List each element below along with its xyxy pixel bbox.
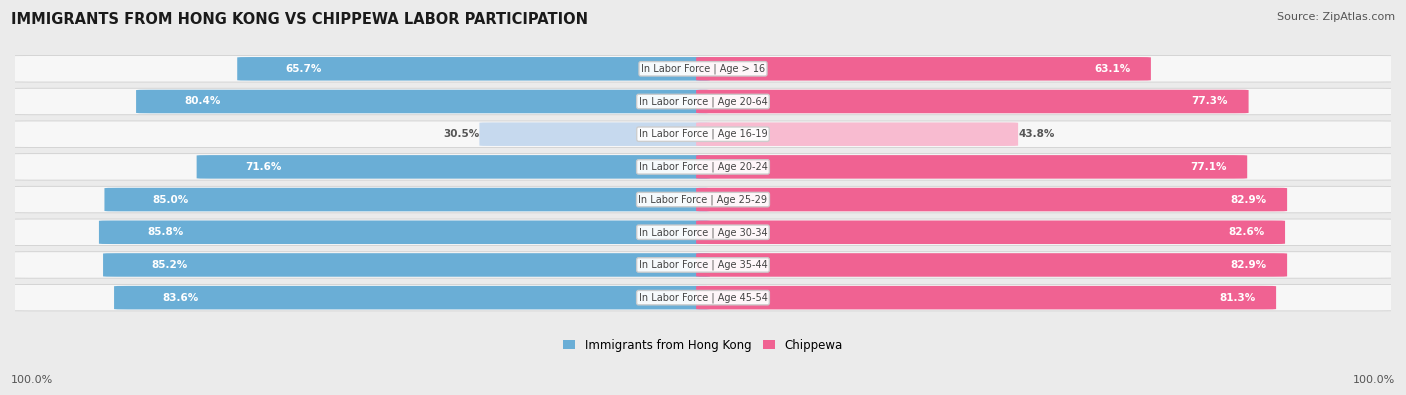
Text: 77.3%: 77.3% bbox=[1191, 96, 1227, 107]
FancyBboxPatch shape bbox=[98, 220, 710, 244]
FancyBboxPatch shape bbox=[696, 253, 1286, 277]
FancyBboxPatch shape bbox=[8, 252, 1398, 278]
FancyBboxPatch shape bbox=[104, 188, 710, 211]
Text: 100.0%: 100.0% bbox=[1353, 375, 1395, 385]
Text: In Labor Force | Age 45-54: In Labor Force | Age 45-54 bbox=[638, 292, 768, 303]
FancyBboxPatch shape bbox=[696, 122, 1018, 146]
Text: 82.9%: 82.9% bbox=[1230, 195, 1267, 205]
Text: 85.2%: 85.2% bbox=[152, 260, 187, 270]
FancyBboxPatch shape bbox=[114, 286, 710, 309]
Text: 65.7%: 65.7% bbox=[285, 64, 322, 74]
FancyBboxPatch shape bbox=[696, 188, 1286, 211]
Text: In Labor Force | Age 25-29: In Labor Force | Age 25-29 bbox=[638, 194, 768, 205]
Text: 82.6%: 82.6% bbox=[1229, 227, 1264, 237]
Text: In Labor Force | Age 16-19: In Labor Force | Age 16-19 bbox=[638, 129, 768, 139]
Text: 100.0%: 100.0% bbox=[11, 375, 53, 385]
Text: In Labor Force | Age 20-64: In Labor Force | Age 20-64 bbox=[638, 96, 768, 107]
Text: 71.6%: 71.6% bbox=[245, 162, 281, 172]
FancyBboxPatch shape bbox=[8, 154, 1398, 180]
FancyBboxPatch shape bbox=[197, 155, 710, 179]
FancyBboxPatch shape bbox=[696, 155, 1247, 179]
Text: In Labor Force | Age 20-24: In Labor Force | Age 20-24 bbox=[638, 162, 768, 172]
Text: 63.1%: 63.1% bbox=[1094, 64, 1130, 74]
FancyBboxPatch shape bbox=[8, 88, 1398, 115]
FancyBboxPatch shape bbox=[696, 57, 1152, 81]
Text: 85.8%: 85.8% bbox=[148, 227, 183, 237]
Text: 82.9%: 82.9% bbox=[1230, 260, 1267, 270]
Text: 80.4%: 80.4% bbox=[184, 96, 221, 107]
FancyBboxPatch shape bbox=[8, 121, 1398, 147]
Text: 43.8%: 43.8% bbox=[1018, 129, 1054, 139]
Text: In Labor Force | Age 30-34: In Labor Force | Age 30-34 bbox=[638, 227, 768, 237]
Text: In Labor Force | Age > 16: In Labor Force | Age > 16 bbox=[641, 64, 765, 74]
FancyBboxPatch shape bbox=[696, 286, 1277, 309]
Text: 83.6%: 83.6% bbox=[162, 293, 198, 303]
Legend: Immigrants from Hong Kong, Chippewa: Immigrants from Hong Kong, Chippewa bbox=[558, 334, 848, 356]
Text: 30.5%: 30.5% bbox=[443, 129, 479, 139]
Text: IMMIGRANTS FROM HONG KONG VS CHIPPEWA LABOR PARTICIPATION: IMMIGRANTS FROM HONG KONG VS CHIPPEWA LA… bbox=[11, 12, 588, 27]
FancyBboxPatch shape bbox=[696, 90, 1249, 113]
FancyBboxPatch shape bbox=[238, 57, 710, 81]
Text: 81.3%: 81.3% bbox=[1219, 293, 1256, 303]
FancyBboxPatch shape bbox=[8, 186, 1398, 213]
Text: In Labor Force | Age 35-44: In Labor Force | Age 35-44 bbox=[638, 260, 768, 270]
Text: Source: ZipAtlas.com: Source: ZipAtlas.com bbox=[1277, 12, 1395, 22]
FancyBboxPatch shape bbox=[696, 220, 1285, 244]
FancyBboxPatch shape bbox=[8, 219, 1398, 246]
FancyBboxPatch shape bbox=[8, 284, 1398, 311]
Text: 77.1%: 77.1% bbox=[1189, 162, 1226, 172]
FancyBboxPatch shape bbox=[136, 90, 710, 113]
FancyBboxPatch shape bbox=[103, 253, 710, 277]
FancyBboxPatch shape bbox=[8, 56, 1398, 82]
FancyBboxPatch shape bbox=[479, 122, 710, 146]
Text: 85.0%: 85.0% bbox=[153, 195, 188, 205]
